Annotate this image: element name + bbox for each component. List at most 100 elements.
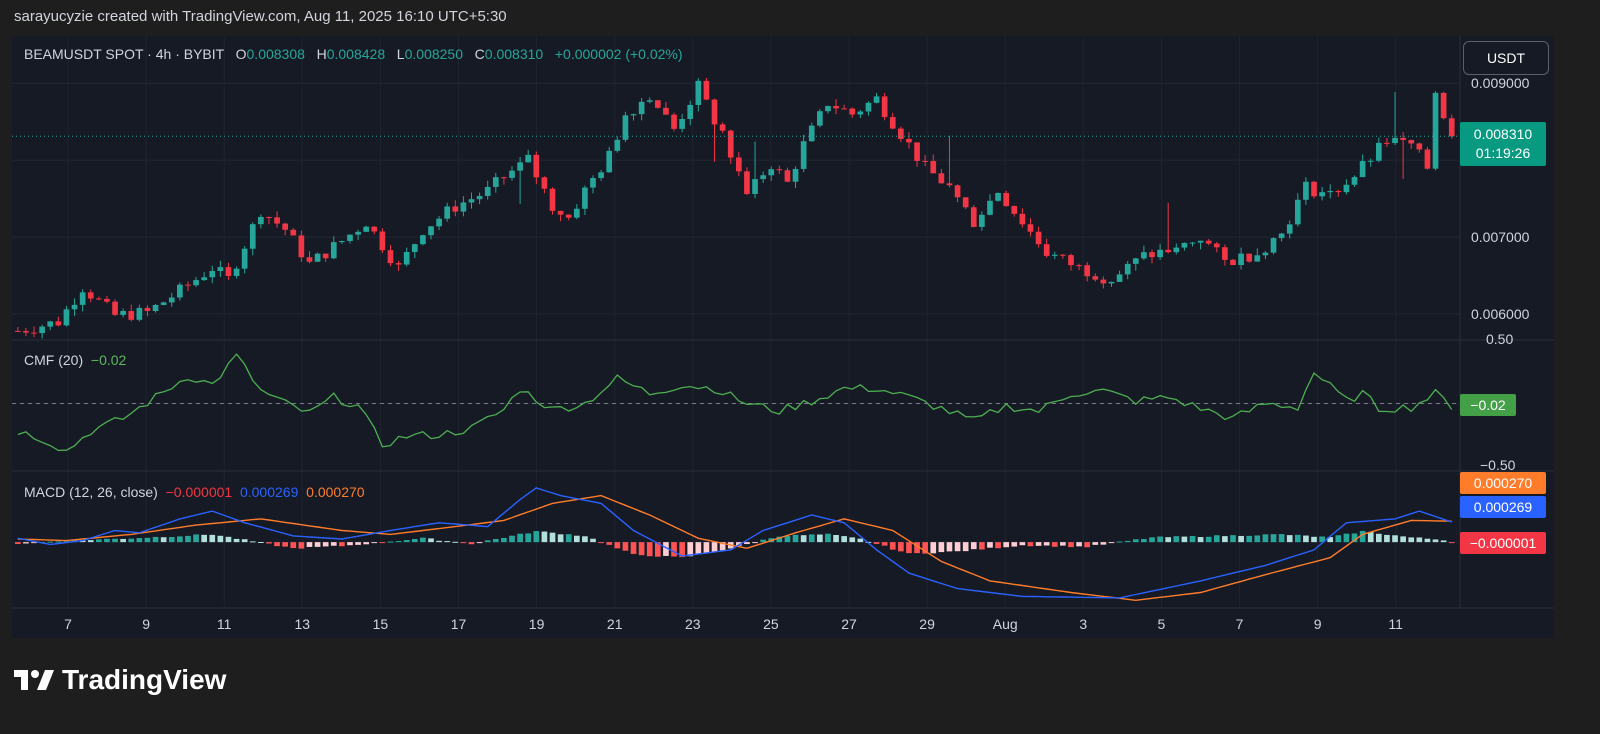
change-value: +0.000002 (+0.02%) bbox=[554, 46, 683, 62]
macd-signal-pill: 0.000270 bbox=[1460, 472, 1546, 494]
candle-body bbox=[1003, 192, 1010, 207]
macd-histogram-bar bbox=[792, 534, 799, 543]
candle-body bbox=[873, 96, 880, 103]
candle-body bbox=[703, 80, 710, 100]
macd-histogram-bar bbox=[104, 538, 110, 543]
candle-body bbox=[168, 297, 175, 303]
candle-body bbox=[1116, 274, 1123, 282]
macd-histogram-bar bbox=[444, 541, 451, 543]
macd-histogram-bar bbox=[873, 542, 880, 544]
macd-histogram-bar bbox=[1149, 537, 1155, 543]
currency-button[interactable]: USDT bbox=[1463, 41, 1549, 75]
macd-histogram-bar bbox=[889, 542, 896, 550]
candle-body bbox=[1108, 281, 1115, 284]
macd-histogram-bar bbox=[525, 533, 532, 543]
candle-body bbox=[87, 292, 94, 299]
candle-body bbox=[638, 101, 645, 115]
macd-histogram-bar bbox=[841, 536, 847, 543]
macd-histogram-bar bbox=[201, 534, 207, 543]
candle-body bbox=[1173, 247, 1180, 253]
price-axis-label: 0.006000 bbox=[1471, 306, 1530, 322]
candle-body bbox=[209, 271, 216, 278]
macd-histogram-bar bbox=[1222, 536, 1228, 543]
macd-histogram-bar bbox=[1076, 542, 1082, 547]
time-axis-label: 23 bbox=[685, 616, 701, 632]
candle-body bbox=[241, 248, 248, 269]
candle-body bbox=[1359, 161, 1366, 178]
candle-body bbox=[298, 235, 305, 258]
macd-histogram-bar bbox=[436, 540, 442, 543]
macd-histogram-bar bbox=[1440, 540, 1447, 543]
macd-histogram-bar bbox=[209, 534, 216, 543]
candle-body bbox=[565, 214, 572, 218]
candle-body bbox=[598, 172, 604, 179]
macd-histogram-bar bbox=[112, 538, 118, 543]
candle-body bbox=[614, 139, 621, 151]
macd-histogram-bar bbox=[160, 537, 167, 543]
candle-body bbox=[1392, 137, 1398, 144]
candle-body bbox=[857, 111, 864, 115]
macd-histogram-bar bbox=[784, 536, 791, 543]
candle-body bbox=[387, 250, 394, 264]
macd-histogram-bar bbox=[1181, 536, 1188, 543]
candle-body bbox=[1303, 181, 1309, 200]
macd-histogram-bar bbox=[1375, 533, 1382, 543]
chart-frame[interactable]: 0.009000 0.007000 0.006000 0.50 −0.50 7 9 11 13… bbox=[12, 36, 1554, 638]
macd-histogram-bar bbox=[144, 537, 151, 543]
time-axis-label: 29 bbox=[919, 616, 935, 632]
chart-canvas[interactable]: 0.009000 0.007000 0.006000 0.50 −0.50 7 9 11 13… bbox=[12, 36, 1554, 638]
macd-histogram-bar bbox=[1319, 536, 1325, 543]
cmf-legend: CMF (20) −0.02 bbox=[24, 352, 126, 368]
candle-body bbox=[71, 304, 78, 310]
macd-signal-value: 0.000270 bbox=[306, 484, 365, 500]
candle-body bbox=[136, 307, 143, 320]
high-value: 0.008428 bbox=[326, 46, 386, 62]
candle-body bbox=[914, 142, 920, 161]
macd-histogram-bar bbox=[541, 531, 548, 543]
time-axis-label: 7 bbox=[1236, 616, 1244, 632]
macd-histogram-bar bbox=[760, 539, 766, 543]
macd-histogram-bar bbox=[1213, 535, 1220, 543]
macd-histogram-bar bbox=[249, 541, 256, 543]
candle-body bbox=[1424, 149, 1431, 169]
candle-body bbox=[160, 302, 167, 305]
candle-body bbox=[582, 187, 588, 209]
macd-histogram-bar bbox=[622, 542, 629, 551]
candle-body bbox=[573, 208, 580, 218]
macd-histogram-bar bbox=[509, 535, 515, 543]
macd-histogram-bar bbox=[1060, 542, 1066, 546]
candle-body bbox=[1027, 224, 1034, 232]
candle-body bbox=[736, 157, 742, 172]
candle-body bbox=[1157, 249, 1163, 258]
macd-histogram-bar bbox=[946, 542, 953, 552]
macd-histogram-bar bbox=[47, 541, 54, 543]
macd-histogram-bar bbox=[833, 534, 839, 543]
time-axis-label: Aug bbox=[993, 616, 1018, 632]
candle-body bbox=[663, 107, 669, 115]
macd-histogram-bar bbox=[1003, 542, 1010, 548]
candle-body bbox=[476, 195, 483, 200]
cmf-line bbox=[17, 353, 1453, 452]
candle-body bbox=[954, 185, 961, 198]
macd-histogram-bar bbox=[363, 542, 370, 545]
macd-histogram-bar bbox=[420, 537, 426, 543]
candle-body bbox=[233, 268, 240, 276]
candle-body bbox=[258, 216, 264, 225]
candle-body bbox=[1141, 252, 1147, 259]
candle-body bbox=[96, 298, 102, 300]
macd-histogram-bar bbox=[1400, 536, 1406, 543]
candle-body bbox=[31, 332, 37, 334]
candle-body bbox=[898, 128, 904, 139]
candle-body bbox=[1375, 142, 1382, 161]
candle-body bbox=[47, 321, 54, 327]
macd-histogram-bar bbox=[1384, 534, 1390, 543]
macd-histogram-bar bbox=[817, 534, 823, 543]
time-axis-label: 7 bbox=[64, 616, 72, 632]
macd-histogram-bar bbox=[87, 540, 94, 543]
candle-body bbox=[185, 284, 191, 286]
macd-histogram-bar bbox=[15, 542, 21, 544]
candle-body bbox=[1416, 143, 1423, 150]
candle-body bbox=[1335, 191, 1342, 193]
time-axis-label: 3 bbox=[1079, 616, 1087, 632]
candle-body bbox=[249, 224, 256, 249]
